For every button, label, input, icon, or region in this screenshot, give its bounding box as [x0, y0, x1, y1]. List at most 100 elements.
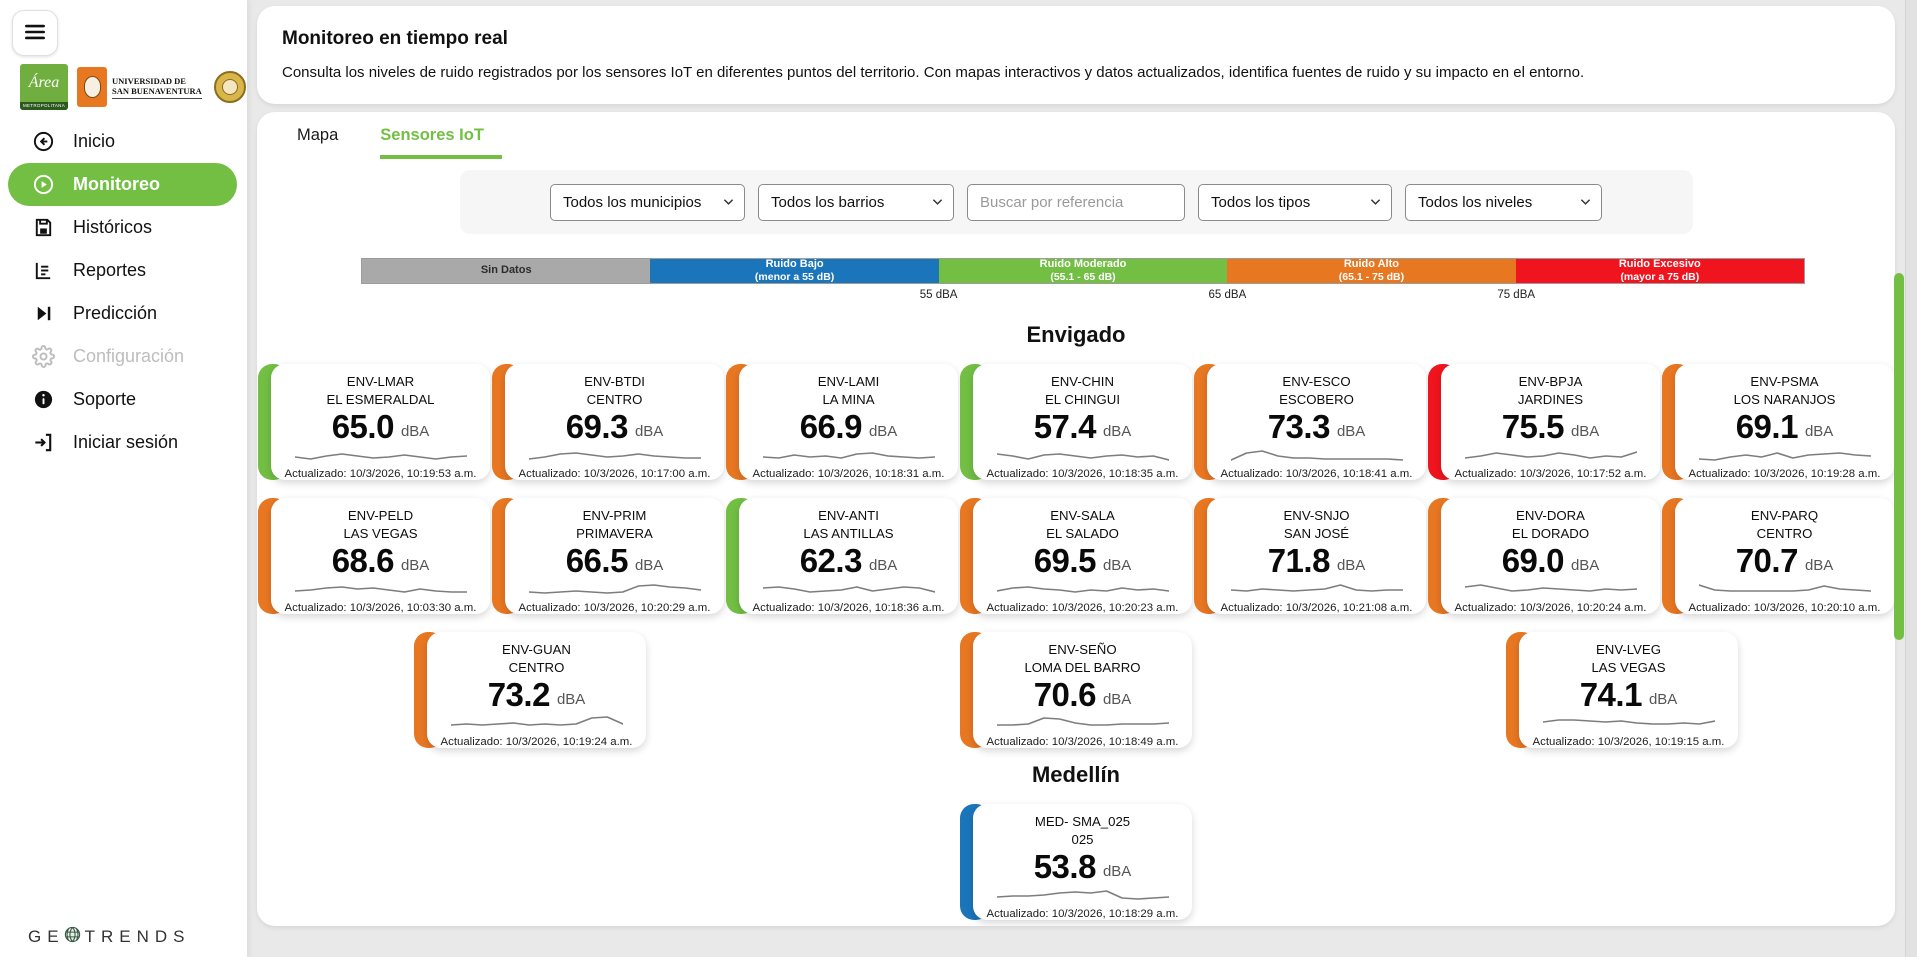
- sensor-card[interactable]: ENV-SNJO SAN JOSÉ 71.8 dBA Actualizado: …: [1194, 498, 1426, 614]
- sparkline-chart: [294, 452, 467, 460]
- sidebar-item-iniciar-sesion[interactable]: Iniciar sesión: [8, 421, 237, 464]
- sensor-card[interactable]: ENV-GUAN CENTRO 73.2 dBA Actualizado: 10…: [414, 632, 646, 748]
- noise-level-legend: Sin Datos Ruido Bajo (menor a 55 dB) Rui…: [361, 258, 1805, 284]
- sidebar-nav: Inicio Monitoreo Históricos Reportes Pre…: [0, 120, 247, 464]
- noise-value: 66.5: [565, 541, 629, 579]
- level-select[interactable]: Todos los niveles: [1405, 183, 1602, 221]
- sensor-card[interactable]: ENV-SEÑO LOMA DEL BARRO 70.6 dBA Actuali…: [960, 632, 1192, 748]
- sensor-code: ENV-SALA: [1050, 508, 1115, 523]
- sensor-card[interactable]: ENV-LAMI LA MINA 66.9 dBA Actualizado: 1…: [726, 364, 958, 480]
- page-header: Monitoreo en tiempo real Consulta los ni…: [257, 6, 1895, 104]
- sensor-location: CENTRO: [1756, 525, 1813, 541]
- noise-value: 70.7: [1735, 541, 1799, 579]
- last-updated: Actualizado: 10/3/2026, 10:18:36 a.m.: [752, 601, 945, 614]
- sensor-card[interactable]: ENV-PSMA LOS NARANJOS 69.1 dBA Actualiza…: [1662, 364, 1894, 480]
- sidebar-item-inicio[interactable]: Inicio: [8, 120, 237, 163]
- city-title: Medellín: [1031, 762, 1120, 787]
- municipality-select[interactable]: Todos los municipios: [550, 183, 745, 221]
- window-scrollbar-track[interactable]: [1905, 0, 1917, 957]
- chevron-down-icon: [1580, 198, 1591, 206]
- last-updated: Actualizado: 10/3/2026, 10:19:15 a.m.: [1532, 735, 1725, 748]
- noise-unit: dBA: [1804, 422, 1834, 440]
- sensor-card[interactable]: ENV-DORA EL DORADO 69.0 dBA Actualizado:…: [1428, 498, 1660, 614]
- sensor-card[interactable]: MED- SMA_025 025 53.8 dBA Actualizado: 1…: [960, 804, 1192, 920]
- last-updated: Actualizado: 10/3/2026, 10:17:52 a.m.: [1454, 467, 1647, 480]
- legend-segment: Ruido Alto (65.1 - 75 dB): [1227, 258, 1516, 283]
- globe-icon: [64, 925, 85, 949]
- sidebar-item-configuracion[interactable]: Configuración: [8, 335, 237, 378]
- sensor-card[interactable]: ENV-LMAR EL ESMERALDAL 65.0 dBA Actualiz…: [258, 364, 490, 480]
- skip-forward-icon: [32, 302, 55, 325]
- sparkline-chart: [528, 451, 701, 460]
- menu-toggle-button[interactable]: [12, 10, 58, 56]
- noise-value: 57.4: [1033, 407, 1097, 445]
- sensor-code: ENV-LAMI: [817, 374, 880, 389]
- sidebar-item-soporte[interactable]: Soporte: [8, 378, 237, 421]
- sensor-card[interactable]: ENV-PELD LAS VEGAS 68.6 dBA Actualizado:…: [258, 498, 490, 614]
- legend-segment: Sin Datos: [362, 259, 651, 283]
- sensor-card[interactable]: ENV-LVEG LAS VEGAS 74.1 dBA Actualizado:…: [1506, 632, 1738, 748]
- gear-icon: [32, 345, 55, 368]
- last-updated: Actualizado: 10/3/2026, 10:20:23 a.m.: [986, 601, 1179, 614]
- sparkline-chart: [762, 585, 935, 593]
- reference-search-input[interactable]: [967, 183, 1185, 221]
- noise-value: 65.0: [331, 407, 395, 445]
- sensor-code: ENV-BPJA: [1518, 374, 1583, 389]
- universidad-san-buenaventura-logo: UNIVERSIDAD DE SAN BUENAVENTURA: [77, 67, 202, 107]
- last-updated: Actualizado: 10/3/2026, 10:20:10 a.m.: [1688, 601, 1881, 614]
- sidebar-item-label: Predicción: [73, 303, 158, 323]
- last-updated: Actualizado: 10/3/2026, 10:18:29 a.m.: [986, 907, 1179, 920]
- neighborhood-select[interactable]: Todos los barrios: [758, 183, 954, 221]
- sensor-card[interactable]: ENV-SALA EL SALADO 69.5 dBA Actualizado:…: [960, 498, 1192, 614]
- last-updated: Actualizado: 10/3/2026, 10:19:53 a.m.: [284, 467, 477, 480]
- sidebar-item-historicos[interactable]: Históricos: [8, 206, 237, 249]
- content-scrollbar-thumb[interactable]: [1894, 273, 1904, 640]
- legend-segment: Ruido Bajo (menor a 55 dB): [650, 258, 939, 283]
- noise-value: 66.9: [799, 407, 863, 445]
- sparkline-chart: [996, 452, 1169, 461]
- sensor-cards-grid: ENV-LMAR EL ESMERALDAL 65.0 dBA Actualiz…: [257, 364, 1895, 748]
- sidebar-item-reportes[interactable]: Reportes: [8, 249, 237, 292]
- sensor-location: LAS VEGAS: [1591, 659, 1666, 675]
- tab-sensores-iot[interactable]: Sensores IoT: [380, 126, 502, 159]
- brand-logos: Área METROPOLITANA UNIVERSIDAD DE SAN BU…: [20, 62, 249, 112]
- sections-container: Envigado ENV-LMAR EL ESMERALDAL 65.0 dBA…: [257, 322, 1895, 920]
- sparkline-chart: [1698, 583, 1871, 592]
- type-select-value: Todos los tipos: [1211, 193, 1311, 211]
- sidebar-item-prediccion[interactable]: Predicción: [8, 292, 237, 335]
- sidebar-item-monitoreo[interactable]: Monitoreo: [8, 163, 237, 206]
- hamburger-icon: [22, 19, 48, 48]
- sensor-code: ENV-ESCO: [1282, 374, 1351, 389]
- city-section: Medellín MED- SMA_025 025 53.8 dBA Actua…: [257, 762, 1895, 920]
- sensor-card[interactable]: ENV-PARQ CENTRO 70.7 dBA Actualizado: 10…: [1662, 498, 1894, 614]
- usb-shield-icon: [77, 67, 107, 107]
- sensor-location: LOMA DEL BARRO: [1024, 659, 1141, 675]
- legend-tick-labels: 55 dBA 65 dBA 75 dBA: [361, 284, 1805, 314]
- last-updated: Actualizado: 10/3/2026, 10:18:41 a.m.: [1220, 467, 1413, 480]
- sensor-card[interactable]: ENV-BTDI CENTRO 69.3 dBA Actualizado: 10…: [492, 364, 724, 480]
- filters-bar: Todos los municipios Todos los barrios T…: [459, 170, 1693, 234]
- sensor-location: ESCOBERO: [1279, 391, 1354, 407]
- sensor-card[interactable]: ENV-CHIN EL CHINGUI 57.4 dBA Actualizado…: [960, 364, 1192, 480]
- tab-mapa[interactable]: Mapa: [297, 126, 339, 144]
- sensor-code: MED- SMA_025: [1034, 814, 1131, 829]
- legend-tick-label: 55 dBA: [919, 289, 958, 301]
- noise-value: 74.1: [1579, 675, 1643, 713]
- usb-logo-line1: UNIVERSIDAD DE: [112, 75, 186, 86]
- sensor-card[interactable]: ENV-BPJA JARDINES 75.5 dBA Actualizado: …: [1428, 364, 1660, 480]
- sensor-card[interactable]: ENV-ESCO ESCOBERO 73.3 dBA Actualizado: …: [1194, 364, 1426, 480]
- sensor-card[interactable]: ENV-PRIM PRIMAVERA 66.5 dBA Actualizado:…: [492, 498, 724, 614]
- arrow-left-circle-icon: [32, 130, 55, 153]
- sensor-card[interactable]: ENV-ANTI LAS ANTILLAS 62.3 dBA Actualiza…: [726, 498, 958, 614]
- noise-unit: dBA: [868, 422, 898, 440]
- sparkline-chart: [762, 451, 935, 459]
- sparkline-chart: [1464, 583, 1637, 592]
- municipality-select-value: Todos los municipios: [563, 193, 702, 211]
- sensor-code: ENV-PARQ: [1750, 508, 1819, 523]
- sidebar-item-label: Históricos: [73, 217, 153, 237]
- login-icon: [32, 431, 55, 454]
- sensor-code: ENV-SEÑO: [1048, 642, 1117, 657]
- legend-segment: Ruido Excesivo (mayor a 75 dB): [1515, 258, 1805, 283]
- neighborhood-select-value: Todos los barrios: [771, 193, 885, 211]
- type-select[interactable]: Todos los tipos: [1198, 183, 1392, 221]
